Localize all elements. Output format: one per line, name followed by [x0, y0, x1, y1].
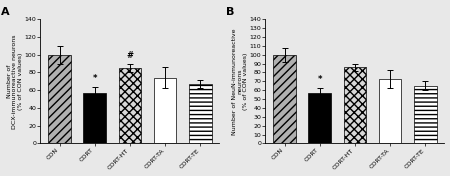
Text: *: * — [318, 75, 322, 84]
Bar — [378, 79, 401, 143]
Text: *: * — [93, 74, 97, 83]
Y-axis label: Number of
DCX-immunoreactive neurons
(% of CON values): Number of DCX-immunoreactive neurons (% … — [6, 34, 23, 128]
Bar — [308, 93, 331, 143]
Bar — [153, 78, 176, 143]
Text: A: A — [1, 7, 9, 17]
Bar — [48, 55, 71, 143]
Text: B: B — [226, 7, 234, 17]
Y-axis label: Number of NeuN-immunoreactive
neurons
(% of CON values): Number of NeuN-immunoreactive neurons (%… — [231, 28, 248, 134]
Text: #: # — [126, 51, 134, 60]
Bar — [273, 55, 296, 143]
Bar — [118, 68, 141, 143]
Bar — [343, 67, 366, 143]
Bar — [189, 84, 211, 143]
Bar — [414, 86, 436, 143]
Bar — [83, 93, 106, 143]
